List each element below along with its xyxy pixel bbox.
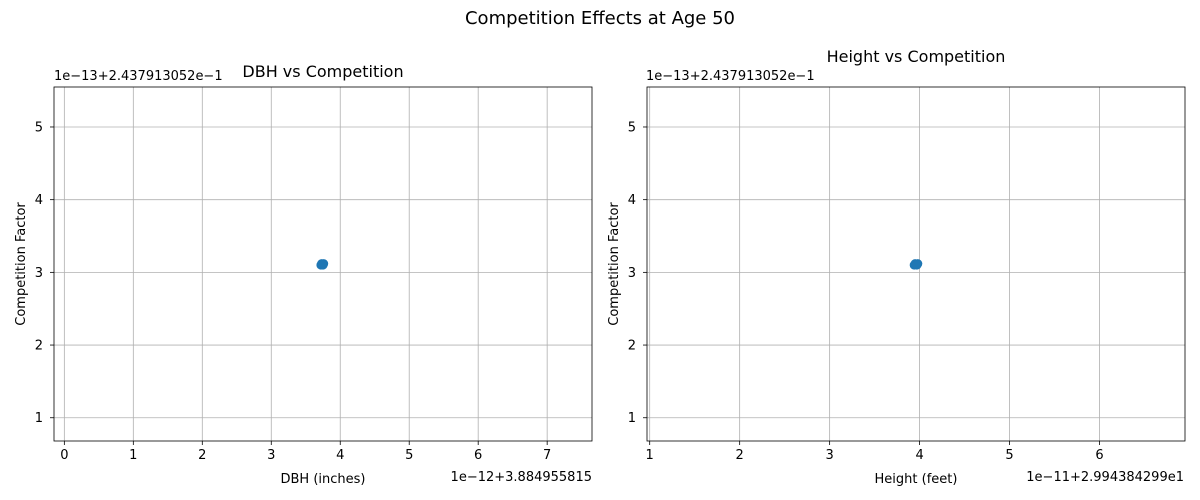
data-point [318,260,328,270]
x-axis-label: DBH (inches) [281,472,366,487]
x-tick-label: 5 [1005,448,1013,463]
x-tick-label: 3 [825,448,833,463]
subplot-title: Height vs Competition [827,47,1006,66]
x-tick-label: 0 [60,448,68,463]
y-offset-label: 1e−13+2.437913052e−1 [54,69,223,84]
y-tick-label: 5 [628,120,636,135]
figure-title: Competition Effects at Age 50 [465,8,735,29]
x-tick-label: 4 [336,448,344,463]
y-tick-label: 2 [35,339,43,354]
plot-frame [646,86,1186,442]
grid [54,87,592,441]
y-tick-label: 5 [35,120,43,135]
height-vs-competition-subplot: Height vs Competition 1e−13+2.437913052e… [607,47,1186,487]
subplot-title: DBH vs Competition [242,62,403,81]
y-offset-label: 1e−13+2.437913052e−1 [646,69,815,84]
y-tick-label: 3 [35,266,43,281]
scatter-points [909,259,923,270]
x-tick-label: 1 [129,448,137,463]
y-tick-label: 4 [35,193,43,208]
x-tick-label: 1 [646,448,654,463]
x-tick-label: 3 [267,448,275,463]
data-point [912,260,922,270]
scatter-points [316,259,329,270]
y-tick-label: 2 [628,339,636,354]
y-tick-label: 4 [628,193,636,208]
grid [647,87,1185,441]
y-axis-label: Competition Factor [14,202,29,326]
x-tick-label: 2 [198,448,206,463]
dbh-vs-competition-subplot: DBH vs Competition 1e−13+2.437913052e−1 … [14,62,593,487]
x-tick-label: 7 [543,448,551,463]
x-offset-label: 1e−12+3.884955815 [451,470,592,485]
x-tick-label: 5 [405,448,413,463]
x-offset-label: 1e−11+2.994384299e1 [1026,470,1184,485]
y-tick-label: 1 [628,411,636,426]
x-tick-label: 6 [1095,448,1103,463]
x-tick-label: 2 [736,448,744,463]
y-tick-label: 1 [35,411,43,426]
x-tick-label: 4 [915,448,923,463]
plot-frame [53,86,593,442]
x-tick-label: 6 [474,448,482,463]
y-axis-label: Competition Factor [607,202,622,326]
y-tick-label: 3 [628,266,636,281]
x-axis-label: Height (feet) [875,472,958,487]
